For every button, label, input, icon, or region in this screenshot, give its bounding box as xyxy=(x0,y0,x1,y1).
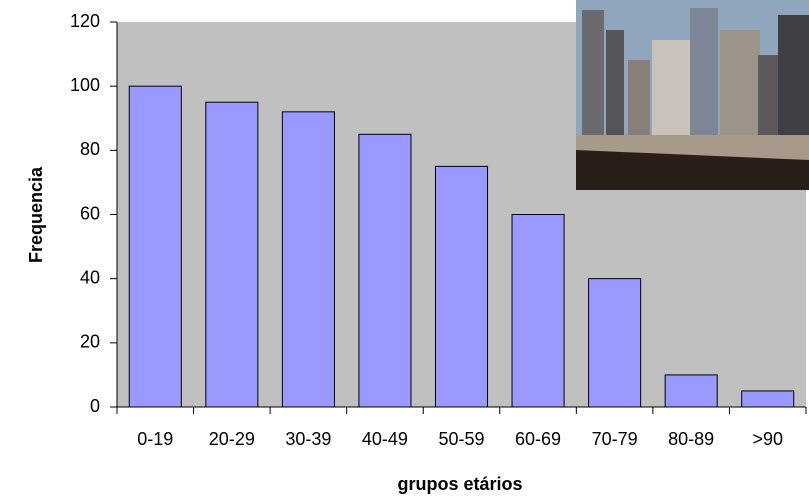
bar xyxy=(665,375,717,407)
photo-building xyxy=(582,10,604,140)
bar xyxy=(282,112,334,407)
photo-building xyxy=(778,15,809,140)
x-tick-label: 40-49 xyxy=(362,429,408,449)
y-tick-label: 0 xyxy=(90,396,100,416)
x-tick-label: 60-69 xyxy=(515,429,561,449)
photo-building xyxy=(606,30,624,140)
page: {"chart_data": {"type": "bar", "x_label"… xyxy=(0,0,809,500)
chart: Frequencia grupos etários 0 20 40 60 80 100 12… xyxy=(0,0,809,500)
bar xyxy=(206,102,258,407)
x-tick-label: 50-59 xyxy=(438,429,484,449)
bar xyxy=(435,166,487,407)
y-axis-title: Frequencia xyxy=(26,166,46,263)
photo xyxy=(576,0,809,190)
x-tick-label: 70-79 xyxy=(592,429,638,449)
x-tick-label: 30-39 xyxy=(285,429,331,449)
photo-building xyxy=(758,55,778,145)
bar xyxy=(359,134,411,407)
y-tick-label: 20 xyxy=(80,332,100,352)
x-tick-label: 20-29 xyxy=(209,429,255,449)
x-tick-label: 80-89 xyxy=(668,429,714,449)
photo-building xyxy=(690,8,718,138)
y-tick-label: 80 xyxy=(80,139,100,159)
bar xyxy=(512,215,564,408)
x-tick-label: >90 xyxy=(752,429,783,449)
photo-building xyxy=(628,60,650,140)
bar xyxy=(589,279,641,407)
x-axis-title: grupos etários xyxy=(397,474,522,494)
y-tick-label: 60 xyxy=(80,203,100,223)
y-tick-label: 120 xyxy=(70,11,100,31)
bar xyxy=(742,391,794,407)
x-tick-label: 0-19 xyxy=(137,429,173,449)
y-tick-label: 40 xyxy=(80,267,100,287)
y-tick-label: 100 xyxy=(70,75,100,95)
bar xyxy=(129,86,181,407)
photo-building xyxy=(720,30,760,140)
